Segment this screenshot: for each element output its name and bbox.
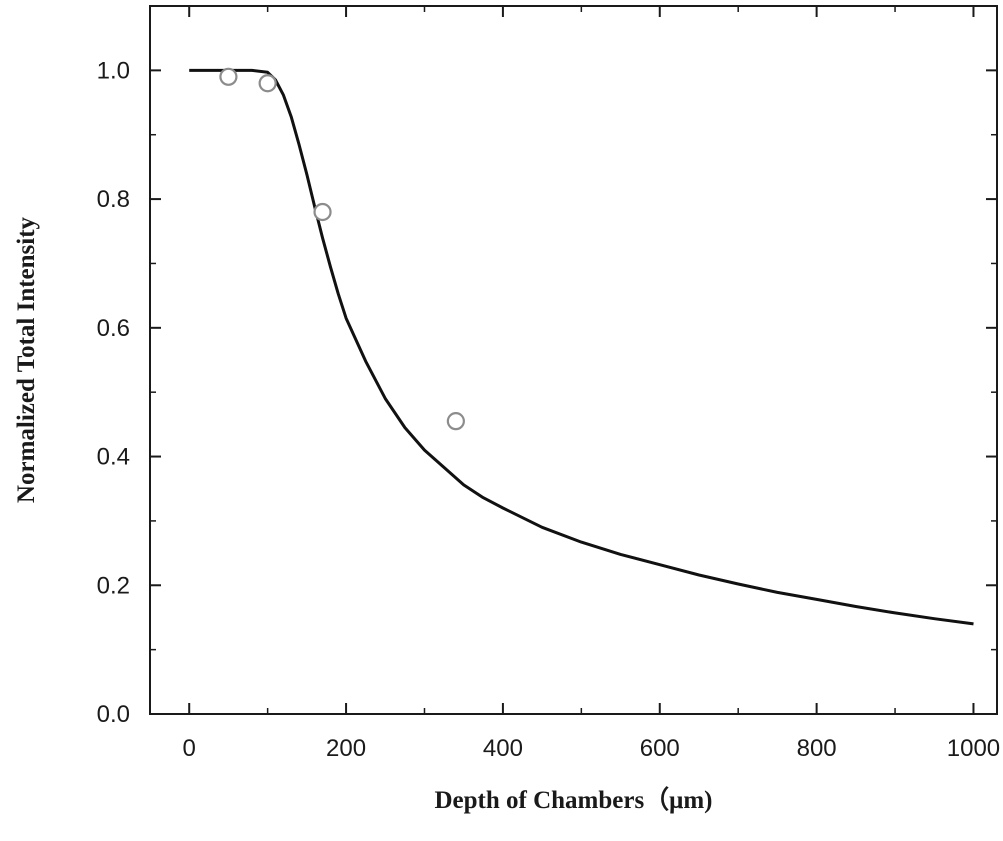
y-tick-label: 0.4 xyxy=(97,444,130,471)
plot-frame xyxy=(149,5,998,715)
y-axis-title: Normalized Total Intensity xyxy=(13,216,40,503)
y-tick-label: 0.6 xyxy=(97,315,130,342)
y-tick-label: 1.0 xyxy=(97,57,130,84)
data-point-marker xyxy=(219,67,238,86)
x-tick-label: 0 xyxy=(183,735,196,762)
x-tick-label: 600 xyxy=(640,735,680,762)
x-tick-label: 400 xyxy=(483,735,523,762)
y-tick-label: 0.0 xyxy=(97,701,130,728)
data-point-marker xyxy=(446,412,465,431)
y-tick-label: 0.8 xyxy=(97,186,130,213)
plot-frame-group xyxy=(149,5,998,715)
fit-curve-line xyxy=(189,68,974,626)
x-tick-label: 800 xyxy=(797,735,837,762)
data-point-marker xyxy=(258,74,277,93)
x-axis-title: Depth of Chambers（μm) xyxy=(434,785,712,814)
x-tick-label: 200 xyxy=(326,735,366,762)
y-tick-label: 0.2 xyxy=(97,572,130,599)
x-tick-label: 1000 xyxy=(947,735,1000,762)
data-point-marker xyxy=(313,202,332,222)
ticks-group: 0 200 400 600 800 1000 0.0 0.2 0.4 0.6 0.8 1.0 xyxy=(97,6,1000,762)
data-group xyxy=(189,67,974,626)
